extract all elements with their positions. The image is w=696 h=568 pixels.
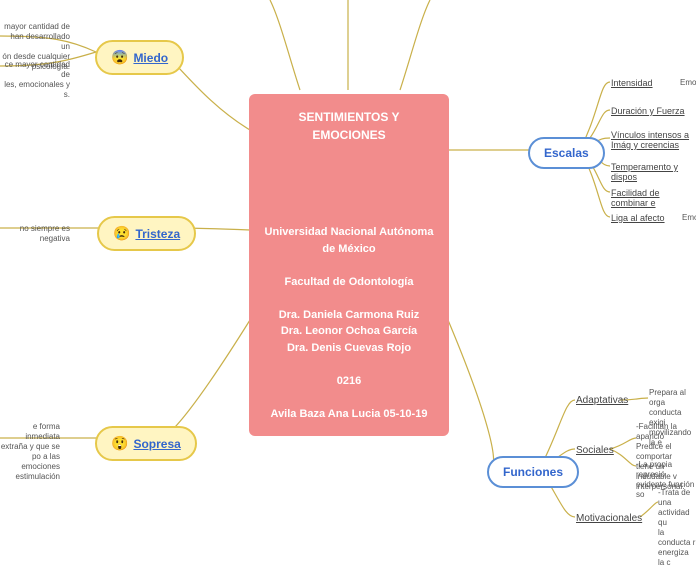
miedo-emoji-icon: 😨 xyxy=(111,49,128,66)
funciones-item-motivacionales[interactable]: Motivacionales xyxy=(576,513,642,524)
escalas-item-5[interactable]: Liga al afecto xyxy=(611,213,665,223)
tristeza-desc: no siempre es negativa xyxy=(0,224,70,244)
center-line7: 0216 xyxy=(337,375,361,387)
tristeza-emoji-icon: 😢 xyxy=(113,225,130,242)
tristeza-node[interactable]: 😢 Tristeza xyxy=(97,216,196,251)
center-line4: Dra. Daniela Carmona Ruiz xyxy=(279,309,420,321)
sopresa-desc: e forma inmediataextraña y que sepo a la… xyxy=(0,422,60,482)
funciones-label: Funciones xyxy=(503,465,563,479)
center-line5: Dra. Leonor Ochoa García xyxy=(281,325,417,337)
escalas-item-4[interactable]: Facilidad de combinar e xyxy=(611,188,696,208)
center-line8: Avila Baza Ana Lucia 05-10-19 xyxy=(271,408,428,420)
center-title: SENTIMIENTOS Y EMOCIONES xyxy=(261,108,437,144)
miedo-node[interactable]: 😨 Miedo xyxy=(95,40,184,75)
miedo-label: Miedo xyxy=(133,51,168,65)
escalas-item-2[interactable]: Vínculos intensos a Imág y creencias xyxy=(611,130,696,150)
escalas-label: Escalas xyxy=(544,146,589,160)
miedo-desc2: ce mayor cantidad deles, emocionales ys. xyxy=(0,60,70,100)
escalas-node[interactable]: Escalas xyxy=(528,137,605,169)
funciones-motivacionales-desc: -Trata de unaactividad qula conducta ren… xyxy=(658,488,696,568)
center-node: SENTIMIENTOS Y EMOCIONES Universidad Nac… xyxy=(249,94,449,436)
sopresa-emoji-icon: 😲 xyxy=(111,435,128,452)
sopresa-node[interactable]: 😲 Sopresa xyxy=(95,426,197,461)
center-line6: Dra. Denis Cuevas Rojo xyxy=(287,342,411,354)
escalas-item-3[interactable]: Temperamento y dispos xyxy=(611,162,696,182)
funciones-node[interactable]: Funciones xyxy=(487,456,579,488)
escalas-item-1[interactable]: Duración y Fuerza xyxy=(611,106,685,116)
sopresa-label: Sopresa xyxy=(133,437,180,451)
escalas-note-5: Emoc xyxy=(682,213,696,223)
escalas-item-0[interactable]: Intensidad xyxy=(611,78,653,88)
center-line2: Universidad Nacional Autónoma de México xyxy=(265,226,434,255)
center-line3: Facultad de Odontología xyxy=(285,276,414,288)
tristeza-label: Tristeza xyxy=(135,227,180,241)
funciones-item-sociales[interactable]: Sociales xyxy=(576,445,614,456)
escalas-note-0: Emoc xyxy=(680,78,696,88)
funciones-item-adaptativas[interactable]: Adaptativas xyxy=(576,395,628,406)
